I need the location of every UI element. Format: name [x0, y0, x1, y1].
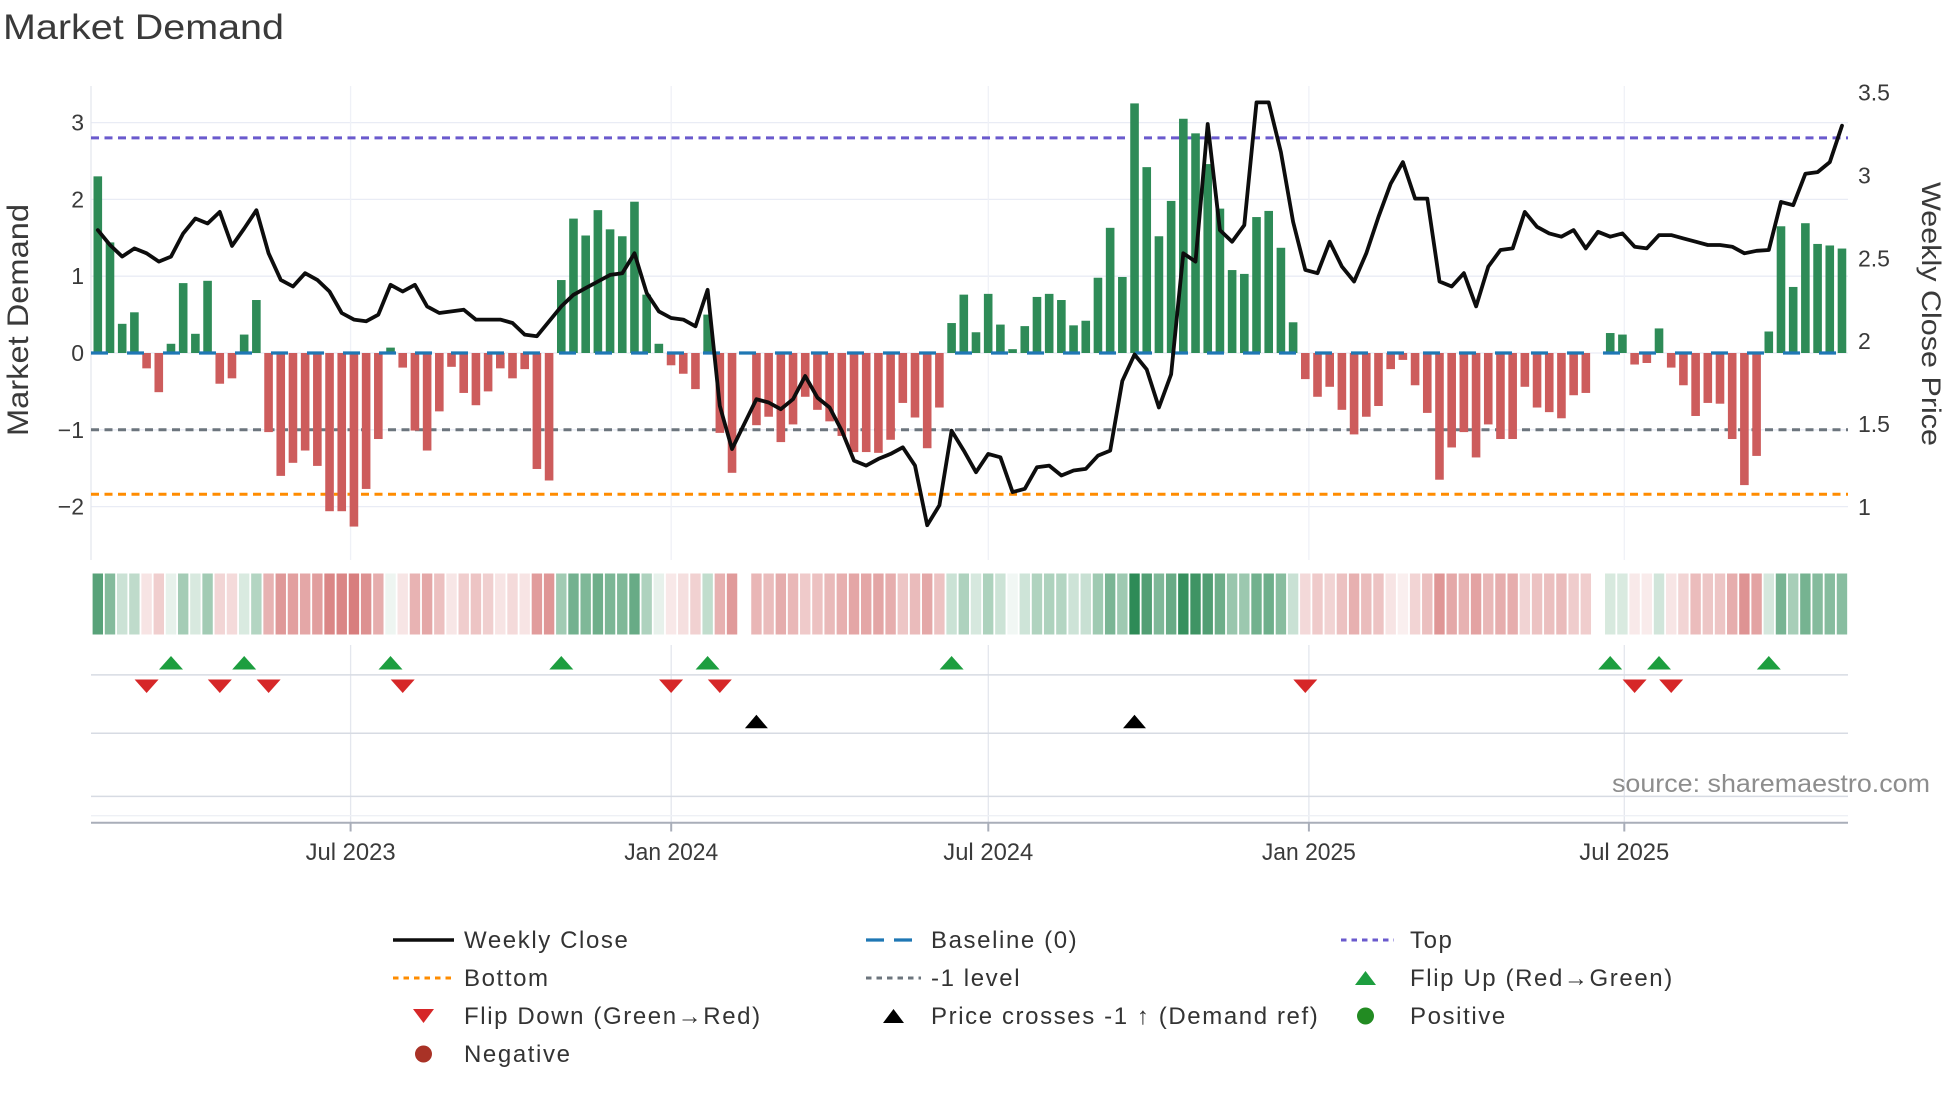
svg-text:Weekly Close: Weekly Close	[464, 927, 629, 954]
svg-text:-1 level: -1 level	[931, 965, 1021, 992]
svg-text:source: sharemaestro.com: source: sharemaestro.com	[1612, 770, 1930, 798]
svg-text:Negative: Negative	[464, 1041, 572, 1068]
svg-text:3: 3	[1858, 162, 1871, 188]
svg-text:Market Demand: Market Demand	[2, 204, 35, 436]
svg-text:Jan 2025: Jan 2025	[1262, 839, 1356, 866]
svg-text:Flip Up (Red→Green): Flip Up (Red→Green)	[1410, 965, 1674, 992]
svg-text:Jul 2024: Jul 2024	[943, 839, 1033, 866]
svg-text:1: 1	[1858, 494, 1871, 520]
svg-text:3: 3	[71, 110, 84, 136]
svg-text:2.5: 2.5	[1858, 245, 1890, 271]
svg-text:Jan 2024: Jan 2024	[624, 839, 718, 866]
svg-text:2: 2	[1858, 328, 1871, 354]
svg-text:−1: −1	[58, 417, 84, 443]
svg-text:Baseline (0): Baseline (0)	[931, 927, 1078, 954]
svg-text:Jul 2023: Jul 2023	[306, 839, 396, 866]
svg-text:2: 2	[71, 186, 84, 212]
svg-text:0: 0	[71, 340, 84, 366]
svg-text:3.5: 3.5	[1858, 80, 1890, 106]
svg-text:Market Demand: Market Demand	[3, 8, 284, 47]
svg-text:Jul 2025: Jul 2025	[1579, 839, 1669, 866]
svg-text:Weekly Close Price: Weekly Close Price	[1916, 182, 1946, 446]
svg-text:Price crosses -1 ↑ (Demand ref: Price crosses -1 ↑ (Demand ref)	[931, 1003, 1319, 1030]
svg-text:Top: Top	[1410, 927, 1454, 954]
svg-text:Positive: Positive	[1410, 1003, 1507, 1030]
svg-text:−2: −2	[58, 494, 84, 520]
svg-text:Bottom: Bottom	[464, 965, 550, 992]
svg-text:1: 1	[71, 263, 84, 289]
svg-text:Flip Down (Green→Red): Flip Down (Green→Red)	[464, 1003, 762, 1030]
svg-text:1.5: 1.5	[1858, 411, 1890, 437]
